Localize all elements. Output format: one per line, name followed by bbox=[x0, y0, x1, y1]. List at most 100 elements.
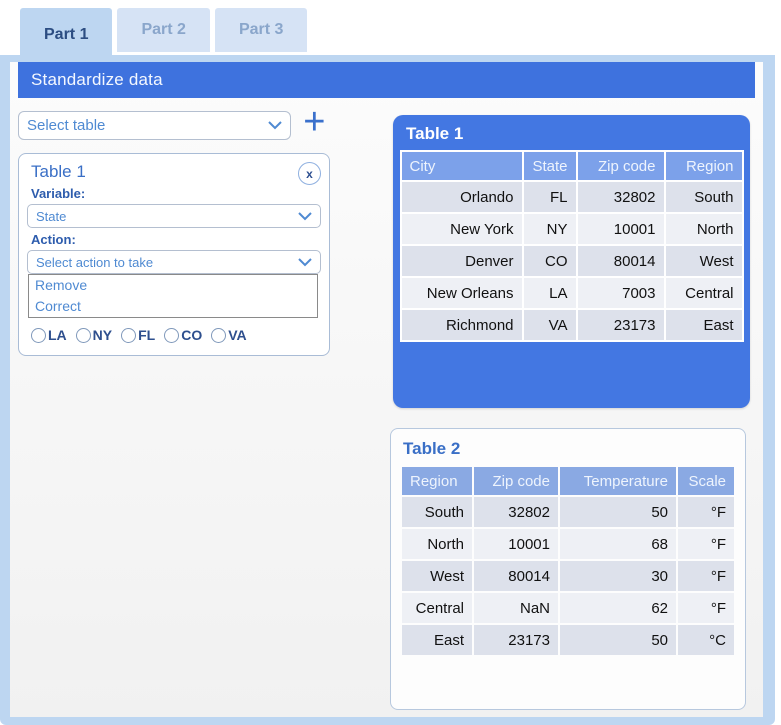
close-card-button[interactable]: x bbox=[298, 162, 321, 185]
radio-la[interactable]: LA bbox=[31, 327, 67, 343]
column-header: Region bbox=[665, 152, 742, 180]
cell-scale: °F bbox=[678, 497, 734, 527]
radio-label: FL bbox=[138, 327, 156, 343]
radio-label: NY bbox=[92, 327, 113, 343]
cell-zip: 32802 bbox=[577, 182, 664, 212]
table1-header-row: City State Zip code Region bbox=[401, 152, 742, 180]
cell-region: North bbox=[402, 529, 472, 559]
table-row: Central NaN 62 °F bbox=[402, 593, 734, 623]
table1: City State Zip code Region Orlando FL 32… bbox=[399, 150, 744, 342]
chevron-down-icon bbox=[298, 257, 312, 266]
cell-region: Central bbox=[665, 278, 742, 308]
config-card-title: Table 1 bbox=[31, 162, 86, 181]
chevron-down-icon bbox=[298, 211, 312, 220]
table-row: Orlando FL 32802 South bbox=[401, 182, 742, 212]
table1-title: Table 1 bbox=[406, 124, 464, 143]
cell-zip: NaN bbox=[474, 593, 558, 623]
panel-title: Standardize data bbox=[31, 70, 163, 89]
select-table-dropdown[interactable]: Select table bbox=[18, 110, 291, 140]
cell-region: West bbox=[665, 246, 742, 276]
cell-region: West bbox=[402, 561, 472, 591]
table-row: New York NY 10001 North bbox=[401, 214, 742, 244]
cell-state: LA bbox=[523, 278, 576, 308]
cell-temperature: 62 bbox=[560, 593, 676, 623]
cell-zip: 32802 bbox=[474, 497, 558, 527]
tab-bar: Part 1 Part 2 Part 3 bbox=[20, 8, 308, 62]
tab-part-2[interactable]: Part 2 bbox=[117, 8, 210, 52]
action-value: Select action to take bbox=[36, 254, 154, 270]
radio-label: VA bbox=[228, 327, 247, 343]
cell-region: South bbox=[402, 497, 472, 527]
cell-region: East bbox=[665, 310, 742, 340]
state-radio-group: LA NY FL CO bbox=[31, 327, 321, 343]
radio-circle-icon bbox=[211, 327, 227, 343]
cell-region: Central bbox=[402, 593, 472, 623]
config-column: Select table + Table 1 x Variable: State bbox=[18, 101, 330, 356]
panel-title-bar: Standardize data bbox=[18, 62, 755, 98]
variable-label: Variable: bbox=[31, 186, 86, 201]
column-header: Zip code bbox=[474, 467, 558, 495]
radio-label: LA bbox=[48, 327, 67, 343]
radio-circle-icon bbox=[121, 327, 137, 343]
table2-title: Table 2 bbox=[403, 439, 461, 458]
cell-zip: 10001 bbox=[474, 529, 558, 559]
cell-state: NY bbox=[523, 214, 576, 244]
cell-region: South bbox=[665, 182, 742, 212]
cell-scale: °F bbox=[678, 593, 734, 623]
cell-temperature: 50 bbox=[560, 497, 676, 527]
radio-circle-icon bbox=[75, 327, 91, 343]
close-icon: x bbox=[306, 166, 313, 181]
column-header: Zip code bbox=[577, 152, 664, 180]
cell-state: VA bbox=[523, 310, 576, 340]
action-option-correct[interactable]: Correct bbox=[35, 298, 81, 314]
radio-circle-icon bbox=[164, 327, 180, 343]
cell-temperature: 68 bbox=[560, 529, 676, 559]
cell-scale: °F bbox=[678, 529, 734, 559]
radio-fl[interactable]: FL bbox=[121, 327, 155, 343]
tab-part-3[interactable]: Part 3 bbox=[214, 8, 308, 52]
table-row: New Orleans LA 7003 Central bbox=[401, 278, 742, 308]
cell-zip: 23173 bbox=[577, 310, 664, 340]
variable-value: State bbox=[36, 208, 67, 224]
main-panel: Standardize data Select table + Table 1 … bbox=[10, 62, 763, 717]
variable-dropdown[interactable]: State bbox=[27, 204, 321, 228]
radio-ny[interactable]: NY bbox=[75, 327, 113, 343]
radio-co[interactable]: CO bbox=[164, 327, 202, 343]
cell-zip: 10001 bbox=[577, 214, 664, 244]
main-panel-frame: Standardize data Select table + Table 1 … bbox=[0, 55, 775, 725]
cell-temperature: 50 bbox=[560, 625, 676, 655]
cell-city: Denver bbox=[401, 246, 522, 276]
cell-city: New Orleans bbox=[401, 278, 522, 308]
column-header: State bbox=[523, 152, 576, 180]
table1-config-card: Table 1 x Variable: State Action: Select… bbox=[18, 153, 330, 356]
cell-scale: °C bbox=[678, 625, 734, 655]
action-option-remove[interactable]: Remove bbox=[35, 277, 88, 293]
table2-card: Table 2 Region Zip code Temperature Scal… bbox=[390, 428, 746, 710]
table-row: North 10001 68 °F bbox=[402, 529, 734, 559]
column-header: Scale bbox=[678, 467, 734, 495]
cell-zip: 80014 bbox=[577, 246, 664, 276]
column-header: City bbox=[401, 152, 522, 180]
chevron-down-icon bbox=[267, 120, 282, 129]
select-table-value: Select table bbox=[27, 116, 106, 134]
cell-city: Orlando bbox=[401, 182, 522, 212]
cell-city: Richmond bbox=[401, 310, 522, 340]
radio-label: CO bbox=[181, 327, 203, 343]
table-row: East 23173 50 °C bbox=[402, 625, 734, 655]
action-dropdown[interactable]: Select action to take bbox=[27, 250, 321, 274]
cell-region: East bbox=[402, 625, 472, 655]
cell-state: FL bbox=[523, 182, 576, 212]
add-table-button[interactable]: + bbox=[303, 101, 326, 143]
column-header: Region bbox=[402, 467, 472, 495]
radio-circle-icon bbox=[31, 327, 46, 343]
cell-temperature: 30 bbox=[560, 561, 676, 591]
action-label: Action: bbox=[31, 232, 76, 247]
tab-part-1[interactable]: Part 1 bbox=[20, 8, 113, 62]
table-row: Denver CO 80014 West bbox=[401, 246, 742, 276]
cell-zip: 80014 bbox=[474, 561, 558, 591]
cell-zip: 23173 bbox=[474, 625, 558, 655]
table1-panel: Table 1 City State Zip code Region Orlan… bbox=[393, 115, 750, 408]
cell-state: CO bbox=[523, 246, 576, 276]
radio-va[interactable]: VA bbox=[211, 327, 247, 343]
